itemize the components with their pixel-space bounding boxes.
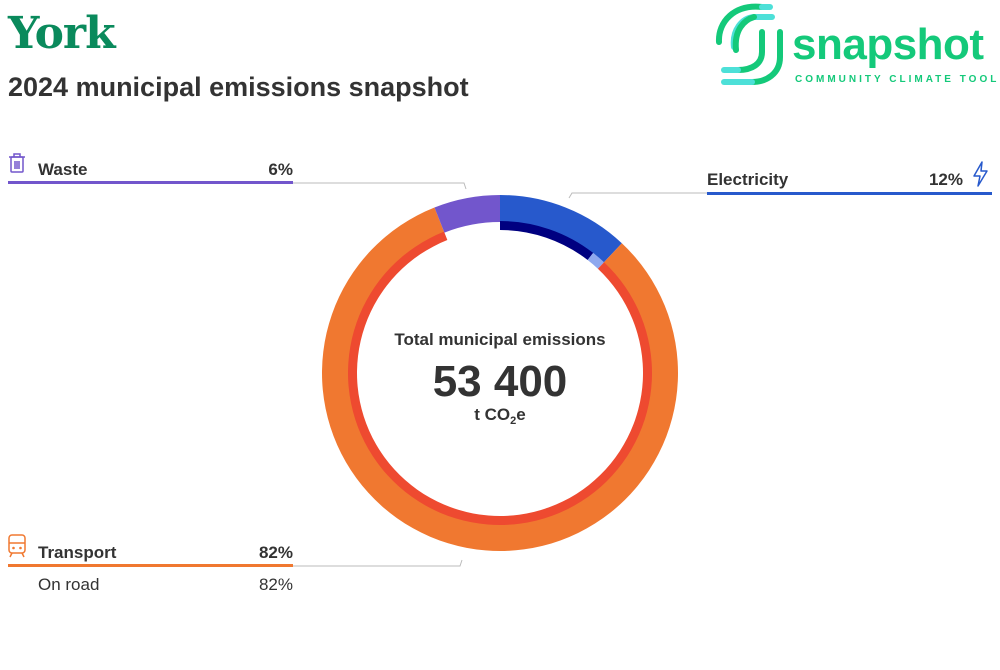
total-value: 53 400 bbox=[433, 357, 568, 406]
legend-electricity-percent: 12% bbox=[928, 170, 963, 189]
legend-on-road-label: On road bbox=[38, 575, 100, 594]
waste-slice bbox=[434, 195, 500, 233]
snapshot-logo-icon bbox=[716, 3, 783, 85]
total-unit: t CO2e bbox=[474, 405, 525, 427]
legend-transport-bar bbox=[8, 564, 293, 567]
legend-transport-label: Transport bbox=[38, 543, 117, 562]
legend-on-road-percent: 82% bbox=[258, 575, 293, 594]
lightning-icon bbox=[973, 161, 988, 187]
transport-leader-line bbox=[293, 559, 463, 567]
legend-electricity-bar bbox=[707, 192, 992, 195]
trash-icon bbox=[9, 153, 25, 173]
logo-tagline: COMMUNITY CLIMATE TOOL bbox=[795, 74, 1000, 85]
electricity-subslice-0 bbox=[500, 221, 594, 261]
page-subtitle: 2024 municipal emissions snapshot bbox=[8, 72, 469, 102]
train-icon bbox=[8, 534, 26, 558]
logo-wordmark: snapshot bbox=[792, 20, 984, 69]
waste-leader-line bbox=[293, 182, 467, 190]
legend-transport-percent: 82% bbox=[258, 543, 293, 562]
electricity-subslice-1 bbox=[587, 252, 605, 269]
city-title: York bbox=[8, 8, 116, 59]
center-label: Total municipal emissions bbox=[394, 330, 605, 349]
legend-waste-label: Waste bbox=[38, 160, 88, 179]
legend-electricity-label: Electricity bbox=[707, 170, 789, 189]
legend-waste-bar bbox=[8, 181, 293, 184]
legend-waste-percent: 6% bbox=[268, 160, 293, 179]
electricity-leader-line bbox=[568, 192, 707, 199]
electricity-slice bbox=[500, 195, 622, 263]
